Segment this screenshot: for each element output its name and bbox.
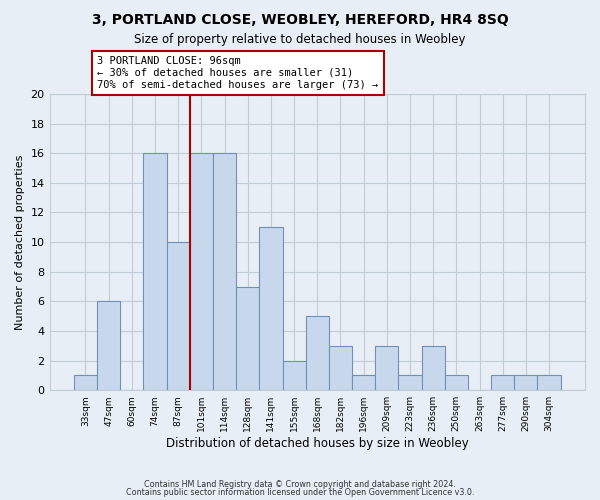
Text: Size of property relative to detached houses in Weobley: Size of property relative to detached ho… (134, 32, 466, 46)
Bar (143, 153, 167, 390)
Bar (167, 242, 190, 390)
Bar (514, 376, 538, 390)
Text: 3, PORTLAND CLOSE, WEOBLEY, HEREFORD, HR4 8SQ: 3, PORTLAND CLOSE, WEOBLEY, HEREFORD, HR… (92, 12, 508, 26)
Bar (305, 316, 329, 390)
Bar (213, 153, 236, 390)
Bar (491, 376, 514, 390)
Bar (352, 376, 375, 390)
Text: Contains public sector information licensed under the Open Government Licence v3: Contains public sector information licen… (126, 488, 474, 497)
Bar (375, 346, 398, 390)
Bar (398, 376, 422, 390)
Bar (422, 346, 445, 390)
Bar (259, 228, 283, 390)
Bar (236, 286, 259, 390)
Bar (190, 153, 213, 390)
Text: 3 PORTLAND CLOSE: 96sqm
← 30% of detached houses are smaller (31)
70% of semi-de: 3 PORTLAND CLOSE: 96sqm ← 30% of detache… (97, 56, 379, 90)
Text: Contains HM Land Registry data © Crown copyright and database right 2024.: Contains HM Land Registry data © Crown c… (144, 480, 456, 489)
Y-axis label: Number of detached properties: Number of detached properties (15, 154, 25, 330)
Bar (97, 302, 120, 390)
Bar (74, 376, 97, 390)
Bar (329, 346, 352, 390)
Bar (538, 376, 560, 390)
Bar (445, 376, 468, 390)
X-axis label: Distribution of detached houses by size in Weobley: Distribution of detached houses by size … (166, 437, 469, 450)
Bar (283, 360, 305, 390)
